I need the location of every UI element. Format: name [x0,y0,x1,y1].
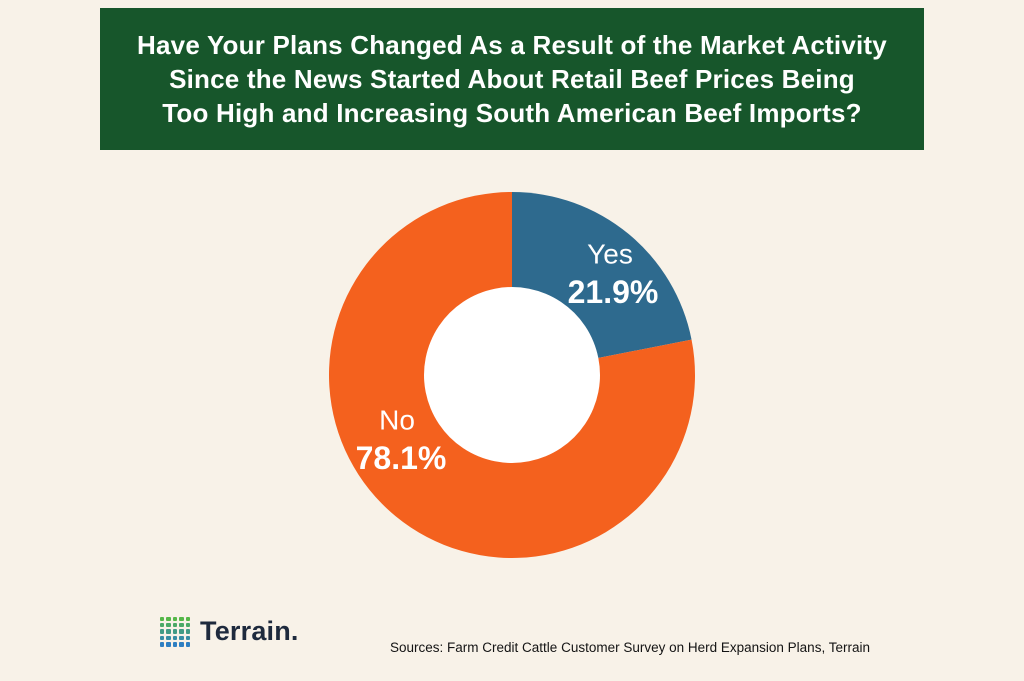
title-line-3: Too High and Increasing South American B… [162,98,862,128]
logo-cell [160,629,165,634]
logo-cell [160,642,165,647]
logo-cell [185,635,190,641]
slice-label-yes: Yes [587,239,633,270]
title-line-2: Since the News Started About Retail Beef… [169,64,855,94]
terrain-logo: Terrain. [160,616,299,647]
donut-chart-svg: Yes 21.9% No 78.1% [329,192,696,558]
logo-cell [166,616,171,621]
slice-value-yes: 21.9% [568,274,659,310]
logo-cell [160,622,165,628]
donut-chart: Yes 21.9% No 78.1% [327,190,697,560]
terrain-logo-text: Terrain. [200,616,299,646]
logo-cell [172,622,178,628]
logo-cell [179,629,184,634]
logo-cell [166,629,171,634]
logo-cell [166,635,171,641]
logo-cell [179,642,184,647]
logo-cell [172,629,178,634]
terrain-logo-icon [160,616,190,647]
slice-value-no: 78.1% [356,440,447,476]
logo-cell [172,642,178,647]
logo-cell [160,616,165,621]
title-line-1: Have Your Plans Changed As a Result of t… [137,30,887,60]
logo-cell [172,635,178,641]
logo-cell [185,622,190,628]
logo-cell [166,642,171,647]
logo-cell [179,622,184,628]
slice-label-no: No [379,405,415,436]
logo-cell [185,616,190,621]
logo-cell [185,642,190,647]
logo-cell [172,616,178,621]
chart-title-banner: Have Your Plans Changed As a Result of t… [100,8,924,150]
logo-cell [179,635,184,641]
logo-cell [185,629,190,634]
logo-cell [179,616,184,621]
donut-hole [424,287,600,463]
logo-cell [166,622,171,628]
logo-cell [160,635,165,641]
source-attribution: Sources: Farm Credit Cattle Customer Sur… [390,640,870,655]
